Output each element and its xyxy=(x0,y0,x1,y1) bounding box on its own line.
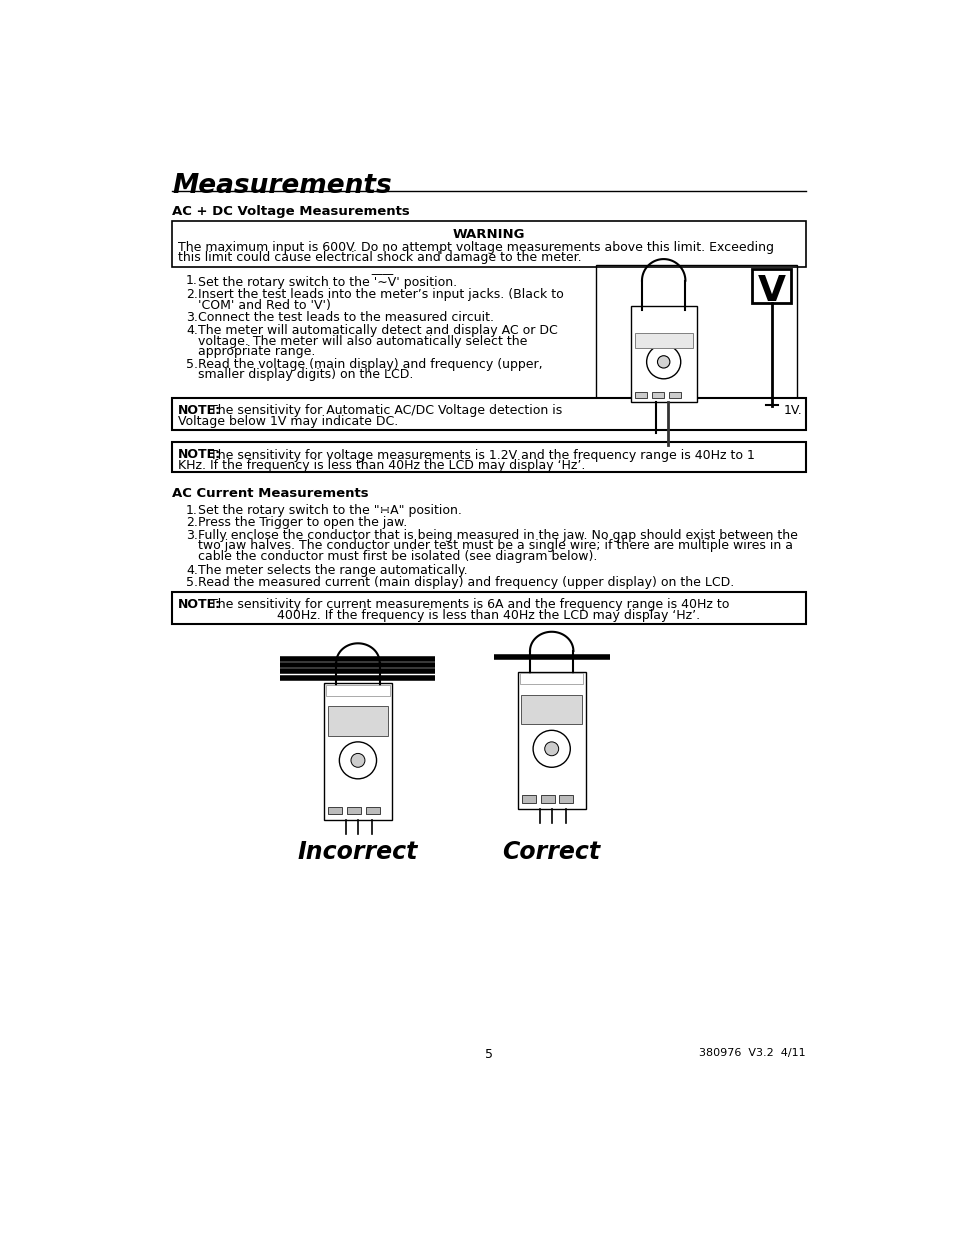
Text: this limit could cause electrical shock and damage to the meter.: this limit could cause electrical shock … xyxy=(178,252,581,264)
Bar xyxy=(634,333,692,348)
Text: 3.: 3. xyxy=(186,529,197,542)
Text: Fully enclose the conductor that is being measured in the jaw. No gap should exi: Fully enclose the conductor that is bein… xyxy=(198,529,798,542)
Bar xyxy=(596,266,797,404)
Text: 5.: 5. xyxy=(186,577,197,589)
Text: Incorrect: Incorrect xyxy=(297,840,417,863)
Bar xyxy=(172,221,805,267)
Text: Correct: Correct xyxy=(502,840,600,863)
Text: 3.: 3. xyxy=(186,311,197,325)
Text: The sensitivity for current measurements is 6A and the frequency range is 40Hz t: The sensitivity for current measurements… xyxy=(206,598,729,611)
Bar xyxy=(558,795,573,803)
Text: cable the conductor must first be isolated (see diagram below).: cable the conductor must first be isolat… xyxy=(198,550,597,563)
Text: The meter selects the range automatically.: The meter selects the range automaticall… xyxy=(198,564,467,577)
Text: Press the Trigger to open the jaw.: Press the Trigger to open the jaw. xyxy=(198,516,407,530)
Circle shape xyxy=(544,742,558,756)
Bar xyxy=(323,683,392,820)
Bar xyxy=(172,442,805,472)
Bar xyxy=(540,795,555,803)
Text: Read the voltage (main display) and frequency (upper,: Read the voltage (main display) and freq… xyxy=(198,358,542,370)
Text: 2.: 2. xyxy=(186,288,197,301)
Bar xyxy=(328,806,342,814)
Bar xyxy=(172,592,805,624)
Bar xyxy=(630,306,696,403)
Bar xyxy=(521,695,581,724)
Text: AC + DC Voltage Measurements: AC + DC Voltage Measurements xyxy=(172,205,409,219)
Text: 5.: 5. xyxy=(186,358,197,370)
Text: V: V xyxy=(757,274,785,308)
Text: Connect the test leads to the measured circuit.: Connect the test leads to the measured c… xyxy=(198,311,494,325)
Bar xyxy=(172,398,805,430)
Text: appropriate range.: appropriate range. xyxy=(198,346,315,358)
Text: Set the rotary switch to the "∺A" position.: Set the rotary switch to the "∺A" positi… xyxy=(198,504,461,517)
Text: 4.: 4. xyxy=(186,564,197,577)
Text: 5: 5 xyxy=(484,1047,493,1061)
Text: 'COM' and Red to 'V'): 'COM' and Red to 'V') xyxy=(198,299,331,312)
Bar xyxy=(752,269,790,303)
Text: NOTE:: NOTE: xyxy=(178,404,221,417)
Circle shape xyxy=(657,356,669,368)
Circle shape xyxy=(339,742,376,779)
Text: The sensitivity for voltage measurements is 1.2V and the frequency range is 40Hz: The sensitivity for voltage measurements… xyxy=(206,448,754,462)
Text: two jaw halves. The conductor under test must be a single wire; if there are mul: two jaw halves. The conductor under test… xyxy=(198,540,793,552)
Text: AC Current Measurements: AC Current Measurements xyxy=(172,487,368,500)
Circle shape xyxy=(646,345,680,379)
Text: 1.: 1. xyxy=(186,504,197,517)
Bar xyxy=(668,393,680,399)
Text: voltage. The meter will also automatically select the: voltage. The meter will also automatical… xyxy=(198,335,527,347)
Text: Insert the test leads into the meter’s input jacks. (Black to: Insert the test leads into the meter’s i… xyxy=(198,288,563,301)
Circle shape xyxy=(533,730,570,767)
Text: 400Hz. If the frequency is less than 40Hz the LCD may display ‘Hz’.: 400Hz. If the frequency is less than 40H… xyxy=(277,609,700,621)
Text: The meter will automatically detect and display AC or DC: The meter will automatically detect and … xyxy=(198,324,558,337)
Text: The sensitivity for Automatic AC/DC Voltage detection is: The sensitivity for Automatic AC/DC Volt… xyxy=(206,404,561,417)
Text: NOTE:: NOTE: xyxy=(178,598,221,611)
Text: Voltage below 1V may indicate DC.: Voltage below 1V may indicate DC. xyxy=(178,415,398,427)
Bar xyxy=(519,673,583,684)
Text: 2.: 2. xyxy=(186,516,197,530)
Bar xyxy=(365,806,379,814)
Bar xyxy=(521,795,536,803)
Text: 4.: 4. xyxy=(186,324,197,337)
Text: The maximum input is 600V. Do no attempt voltage measurements above this limit. : The maximum input is 600V. Do no attempt… xyxy=(178,241,773,253)
Text: Measurements: Measurements xyxy=(172,173,392,199)
Bar xyxy=(326,685,390,695)
Bar xyxy=(347,806,360,814)
Text: Read the measured current (main display) and frequency (upper display) on the LC: Read the measured current (main display)… xyxy=(198,577,734,589)
Text: NOTE:: NOTE: xyxy=(178,448,221,462)
Text: KHz. If the frequency is less than 40Hz the LCD may display ‘Hz’.: KHz. If the frequency is less than 40Hz … xyxy=(178,459,585,472)
Text: WARNING: WARNING xyxy=(453,228,524,241)
Text: Set the rotary switch to the '͞∼͞V' position.: Set the rotary switch to the '͞∼͞V' posi… xyxy=(198,274,456,289)
Bar xyxy=(517,672,585,809)
Text: 380976  V3.2  4/11: 380976 V3.2 4/11 xyxy=(699,1047,805,1057)
Bar xyxy=(651,393,663,399)
Bar xyxy=(634,393,646,399)
Text: 1V.: 1V. xyxy=(782,404,801,417)
Bar xyxy=(328,706,388,736)
Text: 1.: 1. xyxy=(186,274,197,288)
Text: smaller display digits) on the LCD.: smaller display digits) on the LCD. xyxy=(198,368,414,382)
Circle shape xyxy=(351,753,365,767)
